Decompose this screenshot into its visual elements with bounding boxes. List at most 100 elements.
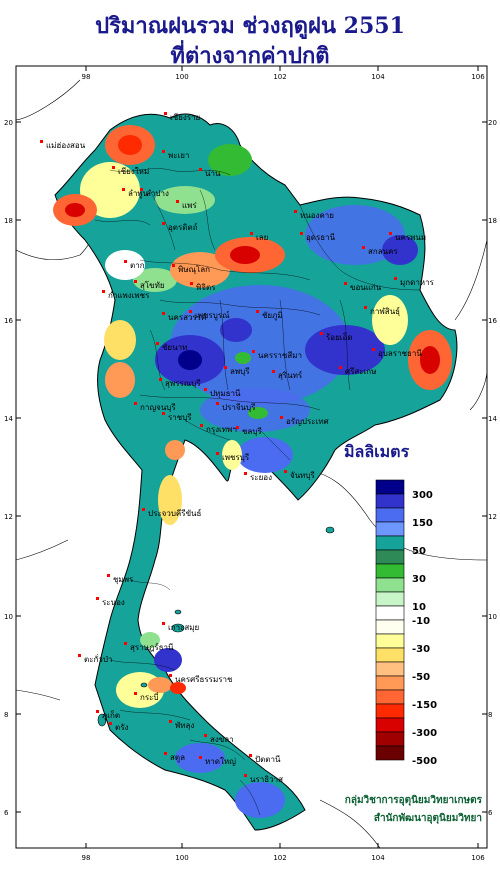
- color-legend: 300 150 50 30 10 -10 -30 -50 -150 -300 -500: [375, 479, 437, 767]
- station-marker: [134, 280, 137, 283]
- place-label: อุดรธานี: [306, 233, 336, 242]
- station-marker: [199, 168, 202, 171]
- place-label: กรุงเทพฯ: [206, 425, 237, 434]
- place-label: ตะกั่วป่า: [84, 653, 112, 664]
- legend-label: 150: [412, 518, 433, 529]
- station-marker: [252, 350, 255, 353]
- place-label: ระนอง: [102, 598, 125, 607]
- place-label: อุตรดิตถ์: [168, 222, 198, 232]
- y-tick-label-right: 18: [488, 217, 497, 225]
- y-tick-label-left: 12: [4, 513, 13, 521]
- place-label: เพชรบูรณ์: [195, 310, 230, 321]
- place-label: พิจิตร: [196, 283, 216, 292]
- place-label: ปัตตานี: [255, 755, 281, 764]
- province-borders: [94, 168, 421, 816]
- station-marker: [284, 470, 287, 473]
- station-marker: [272, 370, 275, 373]
- legend-swatch: [375, 591, 405, 607]
- station-marker: [362, 246, 365, 249]
- legend-label: 300: [412, 490, 433, 501]
- station-marker: [162, 312, 165, 315]
- legend-label: -500: [412, 756, 437, 767]
- credit-line2: สำนักพัฒนาอุตุนิยมวิทยา: [373, 813, 482, 824]
- station-marker: [344, 282, 347, 285]
- station-marker: [204, 734, 207, 737]
- station-marker: [280, 416, 283, 419]
- station-marker: [216, 452, 219, 455]
- station-marker: [142, 508, 145, 511]
- x-tick-label-top: 104: [371, 73, 385, 81]
- y-tick-label-left: 10: [4, 613, 13, 621]
- place-label: ร้อยเอ็ด: [326, 332, 353, 342]
- legend-swatch: [375, 619, 405, 635]
- y-tick-label-left: 8: [4, 711, 8, 719]
- place-label: น่าน: [205, 169, 221, 178]
- place-label: นครศรีธรรมราช: [175, 675, 233, 684]
- y-tick-label-right: 14: [488, 415, 497, 423]
- credit-line1: กลุ่มวิชาการอุตุนิยมวิทยาเกษตร: [344, 795, 482, 806]
- station-marker: [156, 342, 159, 345]
- place-label: ตาก: [130, 261, 145, 270]
- place-label: สุพรรณบุรี: [165, 379, 201, 388]
- place-label: กำแพงเพชร: [108, 291, 150, 300]
- station-marker: [190, 282, 193, 285]
- legend-swatch: [375, 493, 405, 509]
- legend-swatch: [375, 647, 405, 663]
- place-label: นครพนม: [395, 233, 426, 242]
- legend-swatch: [375, 563, 405, 579]
- x-tick-label-top: 102: [273, 73, 286, 81]
- place-label: สุรินทร์: [278, 370, 303, 380]
- legend-swatch: [375, 521, 405, 537]
- place-label: นราธิวาส: [250, 775, 283, 784]
- x-tick-label-bottom: 102: [273, 854, 286, 862]
- y-tick-label-right: 8: [488, 711, 492, 719]
- place-label: สุราษฎร์ธานี: [130, 642, 174, 652]
- legend-label: -50: [412, 672, 430, 683]
- station-marker: [172, 264, 175, 267]
- x-tick-label-top: 106: [471, 73, 485, 81]
- legend-swatch: [375, 703, 405, 719]
- station-marker: [216, 402, 219, 405]
- station-marker: [109, 722, 112, 725]
- station-marker: [122, 188, 125, 191]
- place-label: แพร่: [182, 201, 197, 210]
- station-marker: [112, 166, 115, 169]
- station-marker: [394, 277, 397, 280]
- legend-swatch: [375, 675, 405, 691]
- place-label: กระบี่: [140, 691, 159, 702]
- station-marker: [96, 597, 99, 600]
- station-marker: [249, 754, 252, 757]
- place-label: ลำปาง: [146, 189, 169, 198]
- y-tick-label-right: 10: [488, 613, 497, 621]
- place-label: ราชบุรี: [168, 413, 192, 422]
- place-label: ปทุมธานี: [210, 389, 241, 398]
- station-marker: [162, 150, 165, 153]
- legend-label: 30: [412, 574, 426, 585]
- legend-title: มิลลิเมตร: [344, 442, 410, 461]
- place-label: ชัยนาท: [162, 343, 187, 352]
- place-label: พิษณุโลก: [178, 264, 210, 274]
- legend-label: -150: [412, 700, 437, 711]
- legend-swatch: [375, 535, 405, 551]
- legend-swatch: [375, 661, 405, 677]
- legend-label: 10: [412, 602, 426, 613]
- station-marker: [134, 402, 137, 405]
- station-marker: [320, 332, 323, 335]
- station-marker: [244, 472, 247, 475]
- station-marker: [294, 210, 297, 213]
- station-marker: [176, 200, 179, 203]
- x-tick-label-top: 100: [175, 73, 188, 81]
- y-tick-label-left: 20: [4, 119, 13, 127]
- legend-swatch: [375, 577, 405, 593]
- station-marker: [244, 774, 247, 777]
- place-label: กาญจนบุรี: [140, 403, 176, 412]
- place-label: ลำพูน: [128, 189, 149, 199]
- legend-swatch: [375, 479, 405, 495]
- y-tick-label-right: 20: [488, 119, 497, 127]
- place-label: ขอนแก่น: [350, 283, 382, 292]
- station-marker: [199, 756, 202, 759]
- place-label: กาฬสินธุ์: [370, 306, 400, 316]
- station-marker: [107, 574, 110, 577]
